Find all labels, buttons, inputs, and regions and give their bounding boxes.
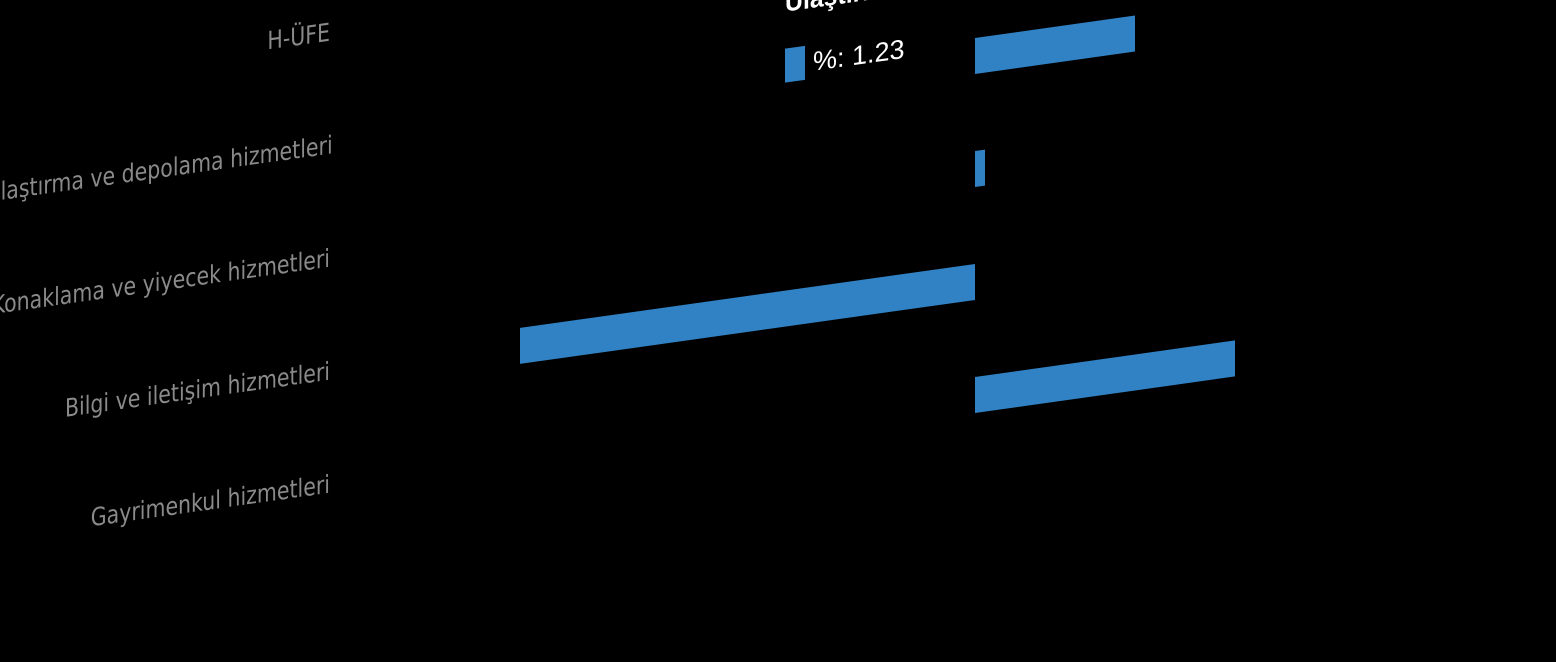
category-axis: H-ÜFE Ulaştırma ve depolama hizmetleri Kon… [0, 0, 1556, 533]
bar[interactable] [975, 149, 986, 187]
category-label: H-ÜFE [267, 17, 330, 56]
category-label: Ulaştırma ve depolama hizmetleri [0, 130, 333, 209]
bar[interactable] [975, 340, 1235, 413]
category-label: Konaklama ve yiyecek hizmetleri [0, 243, 330, 321]
category-label: Gayrimenkul hizmetleri [90, 469, 330, 533]
tooltip-swatch [785, 45, 805, 83]
category-label: Bilgi ve iletişim hizmetleri [64, 356, 330, 423]
tooltip-value: %: 1.23 [813, 33, 905, 77]
bar[interactable] [520, 263, 975, 364]
